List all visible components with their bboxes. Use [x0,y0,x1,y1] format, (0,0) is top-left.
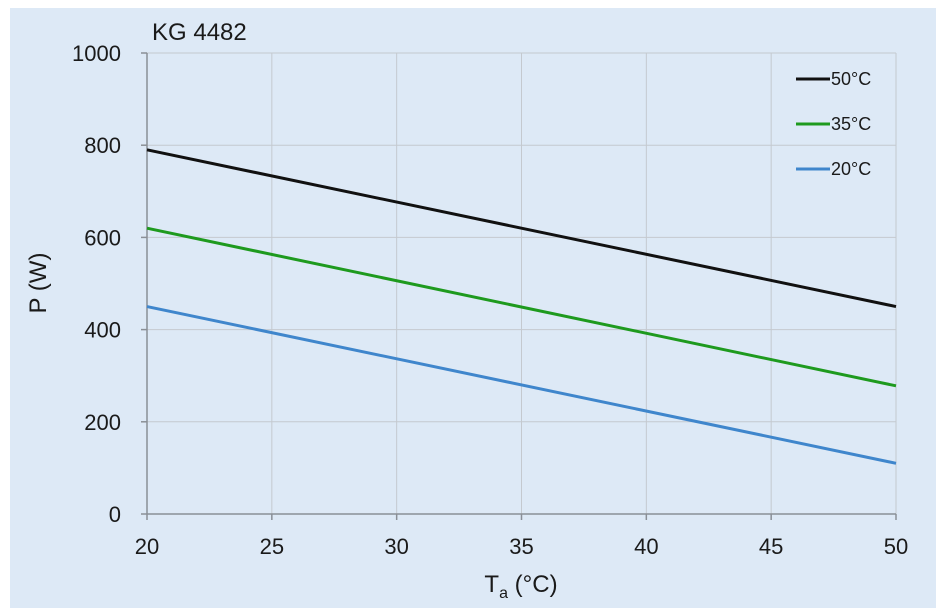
x-tick-label: 25 [260,534,284,559]
series-lines [146,148,897,465]
y-tick-label: 200 [84,410,121,435]
x-tick-label: 30 [384,534,408,559]
legend-label: 50°C [831,69,871,89]
x-ticks: 20 25 30 35 40 45 50 [135,514,908,559]
series-line-35c [146,226,897,388]
x-tick-label: 35 [509,534,533,559]
series-line-50c [146,148,897,309]
x-axis-title-subscript: a [499,585,508,602]
y-tick-label: 600 [84,225,121,250]
legend-label: 20°C [831,159,871,179]
x-tick-label: 20 [135,534,159,559]
x-axis-title-main: T [484,571,499,598]
y-ticks: 0 200 400 600 800 1000 [72,41,147,527]
chart-background [10,8,936,608]
x-axis-title: Ta (°C) [484,571,557,602]
chart-title: KG 4482 [152,19,247,46]
grid [147,52,897,514]
x-tick-label: 45 [759,534,783,559]
series-line-20c [146,305,897,465]
x-axis-title-unit: (°C) [508,571,558,598]
y-tick-label: 800 [84,133,121,158]
x-tick-label: 40 [634,534,658,559]
legend: 50°C 35°C 20°C [796,69,871,179]
y-tick-label: 400 [84,318,121,343]
y-axis-title: P (W) [25,253,52,314]
y-tick-label: 0 [109,502,121,527]
x-tick-label: 50 [884,534,908,559]
y-tick-label: 1000 [72,41,121,66]
legend-label: 35°C [831,114,871,134]
